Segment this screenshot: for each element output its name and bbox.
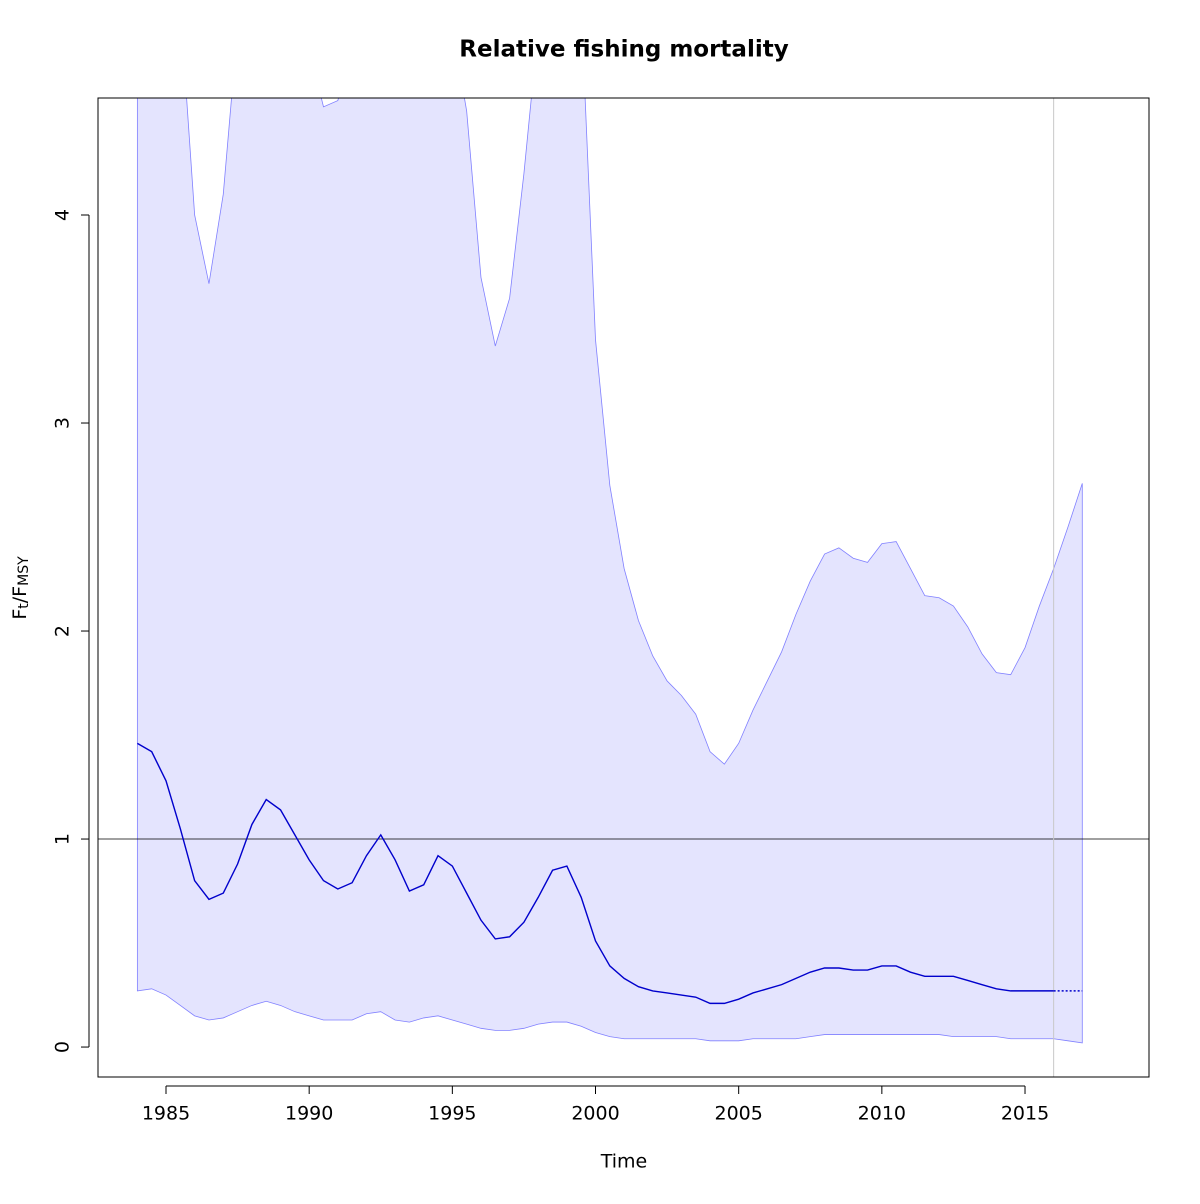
x-tick-label: 1990 bbox=[285, 1103, 333, 1125]
y-tick-label: 4 bbox=[52, 209, 74, 221]
y-axis-label: Ft/FMSY bbox=[9, 556, 33, 620]
plot-frame bbox=[97, 97, 1150, 1078]
confidence-band bbox=[136, 98, 1083, 1044]
y-tick-label: 0 bbox=[52, 1041, 74, 1053]
x-tick-label: 2000 bbox=[571, 1103, 619, 1125]
y-tick-label: 2 bbox=[52, 625, 74, 637]
y-label-part: /F bbox=[9, 586, 31, 603]
chart-title: Relative fishing mortality bbox=[459, 37, 788, 63]
x-tick-label: 2005 bbox=[714, 1103, 762, 1125]
median-line bbox=[137, 742, 1054, 1005]
y-tick-label: 1 bbox=[52, 833, 74, 845]
y-tick-label: 3 bbox=[52, 417, 74, 429]
x-tick-label: 1985 bbox=[142, 1103, 190, 1125]
x-tick-label: 2015 bbox=[1001, 1103, 1049, 1125]
y-label-sub: t bbox=[16, 603, 32, 609]
x-axis-label: Time bbox=[600, 1151, 648, 1173]
y-label-part: F bbox=[9, 609, 31, 620]
x-tick-label: 2010 bbox=[858, 1103, 906, 1125]
x-tick-label: 1995 bbox=[428, 1103, 476, 1125]
y-label-sub: MSY bbox=[16, 556, 32, 586]
plot-area bbox=[98, 98, 1149, 1077]
